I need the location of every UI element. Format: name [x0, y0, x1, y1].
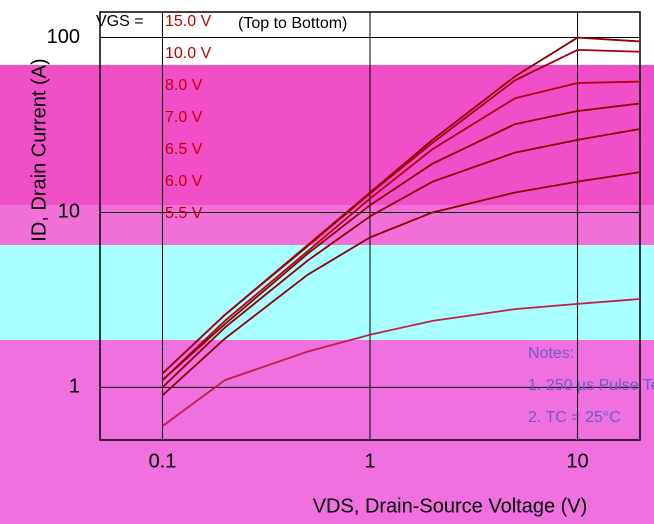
series-line — [161, 128, 641, 389]
series-line — [161, 80, 641, 381]
y-tick-label: 10 — [58, 201, 80, 223]
legend-label: 15.0 V — [165, 13, 212, 30]
series-line — [161, 298, 641, 427]
x-tick-label: 0.1 — [149, 450, 177, 472]
x-tick-label: 10 — [566, 450, 588, 472]
x-axis-label: VDS, Drain-Source Voltage (V) — [313, 495, 588, 517]
legend-title: VGS = — [96, 13, 144, 30]
series-line — [161, 48, 641, 375]
y-tick-label: 100 — [47, 26, 80, 48]
y-tick-label: 1 — [69, 376, 80, 398]
note: 2. TC = 25°C — [528, 409, 621, 426]
note: 1. 250 µs Pulse Test — [528, 377, 654, 394]
legend-label: 5.5 V — [165, 205, 203, 222]
y-axis-label: ID, Drain Current (A) — [28, 58, 50, 241]
legend-note: (Top to Bottom) — [238, 15, 347, 32]
legend-label: 10.0 V — [165, 45, 212, 62]
series-line — [161, 102, 641, 381]
legend-label: 6.0 V — [165, 173, 203, 190]
legend-label: 7.0 V — [165, 109, 203, 126]
x-tick-label: 1 — [364, 450, 375, 472]
note: Notes: — [528, 345, 574, 362]
series-line — [161, 171, 641, 397]
legend-label: 8.0 V — [165, 77, 203, 94]
legend-label: 6.5 V — [165, 141, 203, 158]
